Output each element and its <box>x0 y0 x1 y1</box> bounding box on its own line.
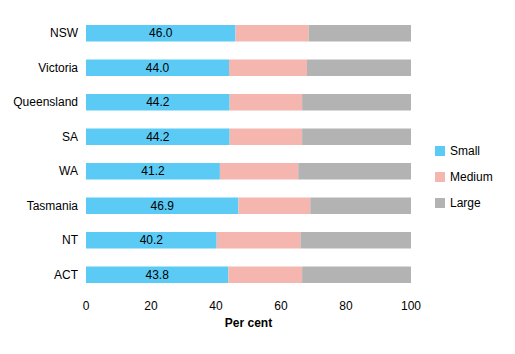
svg-text:44.0: 44.0 <box>146 61 170 75</box>
svg-text:Small: Small <box>450 144 480 158</box>
svg-text:43.8: 43.8 <box>145 268 169 282</box>
svg-text:100: 100 <box>401 299 421 313</box>
svg-text:SA: SA <box>62 130 78 144</box>
svg-text:44.2: 44.2 <box>146 95 170 109</box>
svg-text:44.2: 44.2 <box>146 130 170 144</box>
svg-text:Medium: Medium <box>450 170 493 184</box>
svg-text:NSW: NSW <box>50 26 79 40</box>
svg-text:Per cent: Per cent <box>225 316 272 330</box>
svg-text:Large: Large <box>450 196 481 210</box>
svg-text:Queensland: Queensland <box>13 95 78 109</box>
svg-text:46.9: 46.9 <box>151 199 175 213</box>
svg-text:41.2: 41.2 <box>141 164 165 178</box>
svg-text:NT: NT <box>62 233 79 247</box>
svg-text:40.2: 40.2 <box>140 233 164 247</box>
svg-text:60: 60 <box>274 299 288 313</box>
svg-text:Victoria: Victoria <box>38 61 78 75</box>
svg-text:46.0: 46.0 <box>149 26 173 40</box>
svg-text:40: 40 <box>209 299 223 313</box>
svg-text:WA: WA <box>59 164 78 178</box>
svg-text:0: 0 <box>83 299 90 313</box>
svg-text:Tasmania: Tasmania <box>27 199 79 213</box>
svg-text:20: 20 <box>144 299 158 313</box>
svg-text:ACT: ACT <box>54 268 79 282</box>
svg-text:80: 80 <box>339 299 353 313</box>
